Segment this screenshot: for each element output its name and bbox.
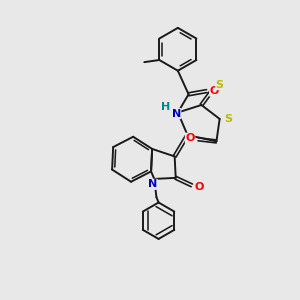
Text: O: O: [185, 133, 195, 143]
Text: O: O: [195, 182, 204, 193]
Text: O: O: [210, 86, 219, 96]
Text: S: S: [224, 114, 232, 124]
Text: S: S: [216, 80, 224, 90]
Text: N: N: [148, 179, 157, 189]
Text: N: N: [172, 109, 181, 118]
Text: H: H: [161, 102, 171, 112]
